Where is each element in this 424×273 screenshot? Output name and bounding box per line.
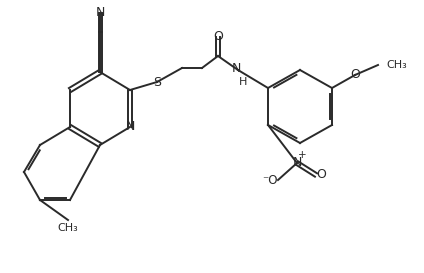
- Text: +: +: [298, 150, 306, 160]
- Text: N: N: [95, 7, 105, 19]
- Text: CH₃: CH₃: [386, 60, 407, 70]
- Text: N: N: [232, 63, 241, 76]
- Text: O: O: [316, 168, 326, 182]
- Text: ⁻O: ⁻O: [262, 174, 278, 186]
- Text: H: H: [239, 77, 247, 87]
- Text: O: O: [213, 31, 223, 43]
- Text: S: S: [153, 76, 161, 88]
- Text: O: O: [350, 69, 360, 82]
- Text: N: N: [292, 156, 302, 170]
- Text: N: N: [126, 120, 135, 133]
- Text: CH₃: CH₃: [58, 223, 78, 233]
